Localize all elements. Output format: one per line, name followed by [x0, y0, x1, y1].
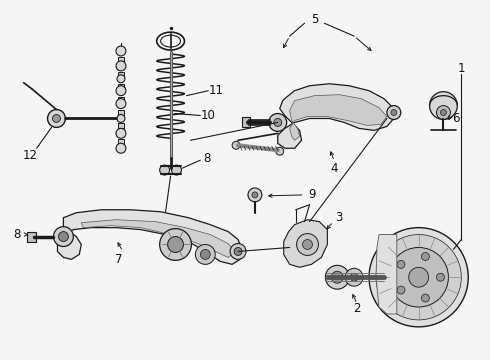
- Polygon shape: [57, 210, 242, 264]
- Circle shape: [116, 86, 126, 96]
- Circle shape: [58, 231, 69, 242]
- Circle shape: [325, 265, 349, 289]
- Circle shape: [116, 99, 126, 109]
- FancyBboxPatch shape: [118, 57, 124, 62]
- Circle shape: [345, 268, 363, 286]
- FancyBboxPatch shape: [118, 123, 124, 129]
- Circle shape: [350, 273, 358, 281]
- Polygon shape: [278, 84, 394, 148]
- Circle shape: [421, 294, 429, 302]
- Circle shape: [430, 92, 457, 120]
- Circle shape: [172, 165, 181, 175]
- Circle shape: [53, 227, 74, 247]
- Polygon shape: [376, 235, 397, 314]
- FancyBboxPatch shape: [26, 231, 36, 242]
- Text: 5: 5: [311, 13, 318, 26]
- Text: 9: 9: [309, 188, 316, 201]
- Text: 8: 8: [13, 228, 21, 241]
- FancyBboxPatch shape: [242, 117, 250, 127]
- Circle shape: [397, 286, 405, 294]
- Circle shape: [437, 273, 444, 281]
- Circle shape: [389, 247, 448, 307]
- Circle shape: [437, 105, 450, 120]
- Circle shape: [230, 243, 246, 260]
- Text: 7: 7: [115, 253, 122, 266]
- Circle shape: [248, 188, 262, 202]
- Circle shape: [116, 129, 126, 138]
- Circle shape: [200, 249, 210, 260]
- Circle shape: [168, 237, 183, 252]
- Polygon shape: [284, 220, 327, 267]
- Circle shape: [116, 46, 126, 56]
- Circle shape: [269, 113, 287, 131]
- Circle shape: [196, 244, 215, 264]
- Circle shape: [296, 234, 318, 255]
- Text: 4: 4: [331, 162, 338, 175]
- Circle shape: [117, 114, 125, 122]
- Text: 10: 10: [201, 109, 216, 122]
- Text: 1: 1: [458, 62, 465, 75]
- Text: 6: 6: [453, 112, 460, 125]
- Circle shape: [387, 105, 401, 120]
- Text: 8: 8: [204, 152, 211, 165]
- Text: 11: 11: [209, 84, 224, 97]
- Circle shape: [441, 109, 446, 116]
- Circle shape: [116, 143, 126, 153]
- Circle shape: [302, 239, 313, 249]
- Circle shape: [421, 252, 429, 260]
- Circle shape: [409, 267, 429, 287]
- Circle shape: [232, 141, 240, 149]
- Circle shape: [376, 235, 461, 320]
- FancyBboxPatch shape: [118, 84, 124, 89]
- Circle shape: [117, 75, 125, 83]
- Circle shape: [274, 118, 282, 126]
- Polygon shape: [81, 220, 235, 257]
- Circle shape: [276, 147, 284, 155]
- Circle shape: [331, 271, 343, 283]
- Circle shape: [48, 109, 65, 127]
- Circle shape: [116, 61, 126, 71]
- Text: 12: 12: [22, 149, 37, 162]
- Circle shape: [391, 109, 397, 116]
- Circle shape: [160, 165, 170, 175]
- Circle shape: [234, 247, 242, 255]
- Circle shape: [397, 260, 405, 269]
- FancyBboxPatch shape: [118, 109, 124, 114]
- Circle shape: [252, 192, 258, 198]
- Polygon shape: [290, 95, 387, 140]
- Text: 3: 3: [336, 211, 343, 224]
- Circle shape: [160, 229, 192, 260]
- FancyBboxPatch shape: [118, 139, 124, 144]
- Circle shape: [52, 114, 60, 122]
- FancyBboxPatch shape: [118, 72, 124, 77]
- Circle shape: [369, 228, 468, 327]
- FancyBboxPatch shape: [118, 96, 124, 102]
- Text: 2: 2: [353, 302, 361, 315]
